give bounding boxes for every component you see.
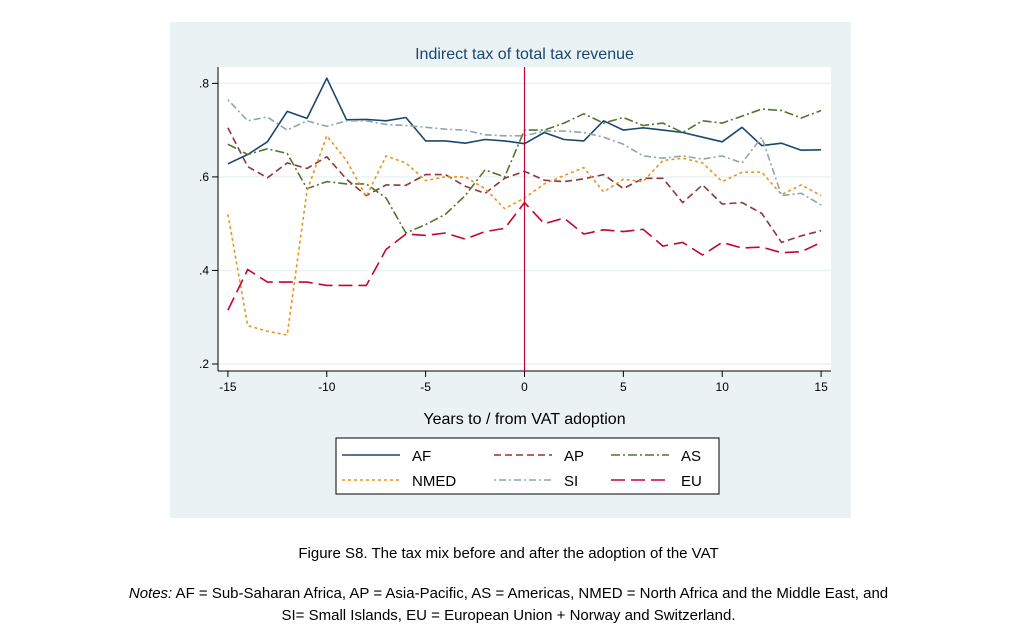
legend-label-si: SI [564, 473, 578, 490]
figure-caption: Figure S8. The tax mix before and after … [298, 545, 719, 562]
y-tick-label: .8 [199, 76, 209, 90]
notes-line1: AF = Sub-Saharan Africa, AP = Asia-Pacif… [172, 585, 889, 602]
y-tick-label: .2 [199, 357, 209, 371]
x-tick-label: 10 [716, 380, 730, 394]
figure-notes: Notes: AF = Sub-Saharan Africa, AP = Asi… [0, 583, 1017, 627]
x-axis-label: Years to / from VAT adoption [423, 411, 625, 428]
chart-svg: .2 .4 .6 .8 -15 -10 -5 0 5 10 15 Indirect tax of t… [170, 22, 851, 518]
chart: .2 .4 .6 .8 -15 -10 -5 0 5 10 15 Indirect tax of t… [170, 22, 851, 518]
legend-label-nmed: NMED [412, 473, 456, 490]
x-tick-label: -15 [219, 380, 237, 394]
x-tick-label: 0 [521, 380, 528, 394]
notes-line2: SI= Small Islands, EU = European Union +… [281, 607, 736, 624]
legend-label-ap: AP [564, 448, 584, 465]
chart-title: Indirect tax of total tax revenue [415, 46, 634, 63]
legend-label-eu: EU [681, 473, 702, 490]
y-tick-label: .6 [199, 170, 209, 184]
x-tick-label: -10 [318, 380, 336, 394]
legend-box [335, 437, 720, 495]
legend-label-as: AS [681, 448, 701, 465]
x-tick-label: 15 [814, 380, 828, 394]
series-line-si [227, 99, 822, 206]
notes-label: Notes: [128, 585, 173, 602]
x-tick-label: -5 [420, 380, 431, 394]
legend: AF AP AS NMED SI EU [335, 437, 720, 495]
legend-label-af: AF [412, 448, 431, 465]
y-tick-label: .4 [199, 263, 209, 277]
x-tick-label: 5 [620, 380, 627, 394]
